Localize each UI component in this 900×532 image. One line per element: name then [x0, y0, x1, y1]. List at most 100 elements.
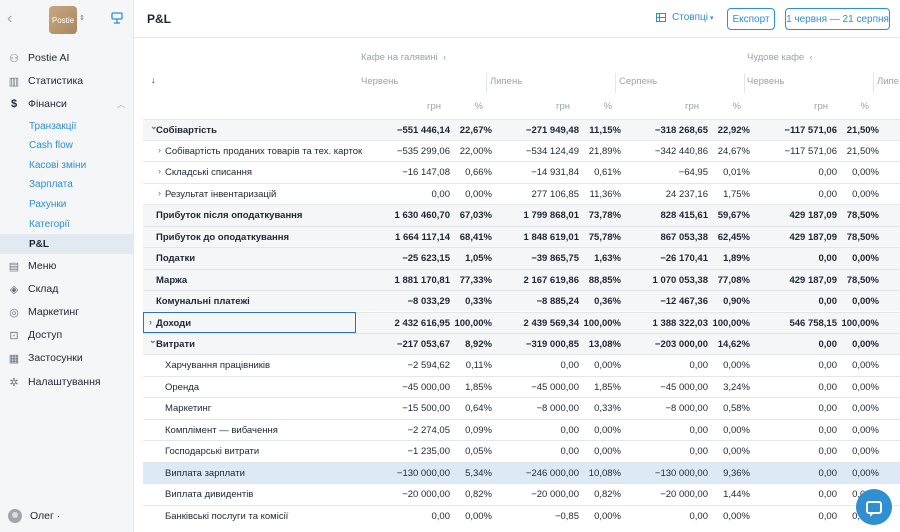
- sort-arrow-icon[interactable]: ↓: [151, 75, 156, 85]
- terminal-icon[interactable]: [110, 11, 124, 25]
- sidebar-subitem-shifts[interactable]: Касові зміни: [0, 155, 134, 175]
- unit-label: %: [474, 101, 483, 112]
- sidebar-subitem-categories[interactable]: Категорії: [0, 214, 134, 234]
- table-row[interactable]: Виплата дивидентів −20 000,00 0,82% −20 000…: [143, 483, 900, 504]
- table-row[interactable]: › Результат інвентаризацій 0,00 0,00% 277 10…: [143, 182, 900, 204]
- sidebar-item-label: Postie AI: [28, 52, 70, 64]
- percent-cell: 0,09%: [465, 424, 492, 436]
- table-row[interactable]: Оренда −45 000,00 1,85% −45 000,00 1,85% −45 …: [143, 375, 900, 397]
- table-row[interactable]: › Собівартість проданих товарів та тех. к…: [143, 139, 900, 161]
- amount-cell: 0,00: [818, 188, 838, 200]
- sidebar-subitem-transactions[interactable]: Транзакції: [0, 116, 134, 136]
- table-row[interactable]: Прибуток після оподаткування 1 630 460,70…: [143, 204, 900, 226]
- table-row[interactable]: Прибуток до оподаткування 1 664 117,14 68,…: [143, 225, 900, 248]
- sidebar-subitem-salary[interactable]: Зарплата: [0, 174, 134, 194]
- row-label: Харчування працівників: [165, 360, 271, 372]
- group-header[interactable]: Кафе на галявині ‹: [361, 52, 446, 63]
- sidebar-item-menu[interactable]: ▤ Меню: [0, 255, 134, 277]
- percent-cell: 22,00%: [459, 145, 492, 157]
- amount-cell: 1 070 053,38: [652, 274, 708, 286]
- date-range-picker[interactable]: 1 червня — 21 серпня: [785, 8, 890, 30]
- focused-cell-outline: [143, 312, 356, 333]
- table-row[interactable]: Маркетинг −15 500,00 0,64% −8 000,00 0,33% −8…: [143, 397, 900, 418]
- date-range-label: 1 червня — 21 серпня: [786, 13, 889, 25]
- unit-label: грн: [814, 101, 828, 112]
- collapse-chevron-icon[interactable]: ‹: [442, 52, 447, 63]
- amount-cell: −16 147,08: [402, 167, 450, 179]
- table-row[interactable]: ⌄ Собівартість −551 446,14 22,67% −271 949,4…: [143, 118, 900, 140]
- row-label: Податки: [156, 253, 196, 265]
- expand-chevron-icon[interactable]: ›: [158, 166, 161, 177]
- group-header[interactable]: Чудове кафе ‹: [747, 52, 813, 63]
- table-row[interactable]: Маржа 1 881 170,81 77,33% 2 167 619,86 88,85…: [143, 268, 900, 291]
- expand-chevron-icon[interactable]: ›: [158, 144, 161, 155]
- sidebar-item-label: Склад: [28, 283, 59, 295]
- table-row[interactable]: › Доходи 2 432 616,95 100,00% 2 439 569,34 10…: [143, 311, 900, 333]
- unit-label: %: [603, 101, 612, 112]
- unit-label: грн: [427, 101, 441, 112]
- table-row[interactable]: Податки −25 623,15 1,05% −39 865,75 1,63% −26…: [143, 247, 900, 269]
- sidebar-subitem-pnl[interactable]: P&L: [0, 234, 134, 254]
- amount-cell: 2 167 619,86: [523, 274, 579, 286]
- amount-cell: 0,00: [818, 253, 838, 265]
- sidebar-item-storage[interactable]: ◈ Склад: [0, 278, 134, 300]
- sidebar-item-label: Налаштування: [28, 376, 101, 388]
- export-label: Експорт: [732, 13, 770, 25]
- amount-cell: 0,00: [818, 446, 838, 458]
- user-menu[interactable]: Олег ·: [8, 509, 60, 523]
- sidebar-item-finance[interactable]: $ Фінанси ︿: [0, 93, 134, 115]
- amount-cell: −535 299,06: [396, 145, 450, 157]
- sidebar-item-apps[interactable]: ▦ Застосунки: [0, 347, 134, 369]
- sidebar-item-marketing[interactable]: ◎ Маркетинг: [0, 301, 134, 323]
- row-label: Прибуток після оподаткування: [156, 210, 303, 222]
- table-row[interactable]: Комунальні платежі −8 033,29 0,33% −8 885,2…: [143, 290, 900, 312]
- back-chevron-icon[interactable]: ‹: [7, 10, 13, 27]
- table-row[interactable]: Харчування працівників −2 594,62 0,11% 0,00…: [143, 354, 900, 375]
- table-row[interactable]: Виплата зарплати −130 000,00 5,34% −246 000…: [143, 461, 900, 484]
- amount-cell: −12 467,36: [660, 296, 708, 308]
- unit-label: грн: [556, 101, 570, 112]
- amount-cell: 1 630 460,70: [394, 210, 450, 222]
- sidebar-item-postie-ai[interactable]: ⚇ Postie AI: [0, 47, 134, 69]
- row-label: Витрати: [156, 339, 195, 350]
- sidebar-item-statistics[interactable]: ▥ Статистика: [0, 70, 134, 92]
- amount-cell: −14 931,84: [531, 167, 579, 179]
- row-label: Доходи: [156, 317, 192, 329]
- columns-dropdown[interactable]: Стовпці ▾: [656, 12, 713, 23]
- month-header: Липе: [877, 76, 899, 87]
- sidebar-item-access[interactable]: ⊡ Доступ: [0, 324, 134, 346]
- table-row[interactable]: Банківські послуги та комісії 0,00 0,00% −0…: [143, 504, 900, 526]
- venue-logo[interactable]: Postie: [49, 6, 77, 34]
- table-row[interactable]: › Складські списання −16 147,08 0,66% −14 93…: [143, 161, 900, 182]
- amount-cell: 0,00: [689, 360, 709, 372]
- chat-button[interactable]: [856, 489, 892, 525]
- amount-cell: 0,00: [818, 510, 838, 522]
- logo-text: Postie: [51, 15, 75, 25]
- row-label: Собівартість: [156, 124, 217, 136]
- amount-cell: 1 664 117,14: [395, 231, 450, 243]
- amount-cell: −203 000,00: [654, 339, 708, 350]
- expand-chevron-icon[interactable]: ›: [149, 316, 152, 327]
- table-row[interactable]: ⌄ Витрати −217 053,67 8,92% −319 000,85 13,08…: [143, 333, 900, 355]
- amount-cell: −8 033,29: [407, 296, 450, 308]
- expand-chevron-icon[interactable]: ›: [158, 187, 161, 198]
- amount-cell: 2 432 616,95: [394, 317, 450, 329]
- sidebar-item-settings[interactable]: ✲ Налаштування: [0, 371, 134, 393]
- percent-cell: 14,62%: [717, 339, 750, 350]
- percent-cell: 0,00%: [852, 188, 879, 200]
- collapse-chevron-icon[interactable]: ⌄: [150, 120, 158, 131]
- amount-cell: −20 000,00: [402, 489, 450, 501]
- amount-cell: 0,00: [818, 424, 838, 436]
- sidebar-subitem-accounts[interactable]: Рахунки: [0, 194, 134, 214]
- export-button[interactable]: Експорт: [727, 8, 775, 30]
- table-row[interactable]: Господарські витрати −1 235,00 0,05% 0,00 0,…: [143, 440, 900, 461]
- sidebar-subitem-cashflow[interactable]: Cash flow: [0, 135, 134, 155]
- percent-cell: 1,85%: [594, 381, 621, 393]
- collapse-chevron-icon[interactable]: ‹: [809, 52, 813, 63]
- venue-switch-icon[interactable]: ⇕: [79, 15, 85, 22]
- percent-cell: 1,44%: [723, 489, 750, 501]
- amount-cell: −8 000,00: [536, 403, 579, 415]
- table-row[interactable]: Комплімент — вибачення −2 274,05 0,09% 0,00…: [143, 418, 900, 440]
- sidebar-item-label: Фінанси: [28, 98, 67, 110]
- collapse-chevron-icon[interactable]: ⌄: [149, 335, 157, 345]
